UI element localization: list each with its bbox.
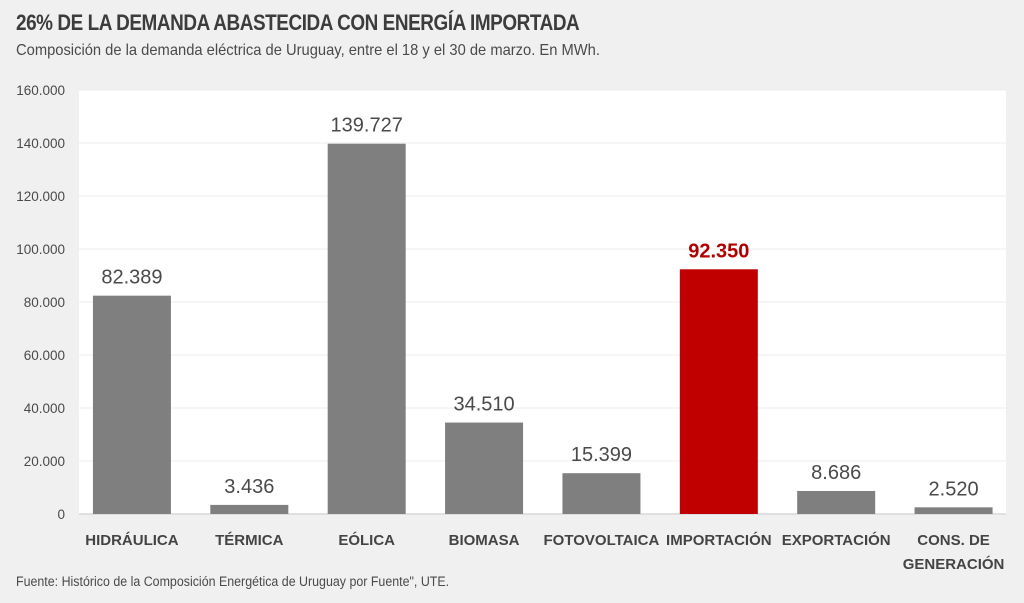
category-label: BIOMASA xyxy=(449,532,520,549)
category-label: HIDRÁULICA xyxy=(85,532,178,549)
bar xyxy=(679,269,758,514)
y-tick-label: 120.000 xyxy=(16,189,65,204)
category-label: EXPORTACIÓN xyxy=(782,531,891,549)
category-label: CONS. DE xyxy=(917,532,990,549)
y-tick-label: 40.000 xyxy=(24,401,65,416)
y-tick-label: 140.000 xyxy=(16,136,65,151)
bar xyxy=(914,507,993,514)
category-label: FOTOVOLTAICA xyxy=(544,532,660,549)
value-label: 8.686 xyxy=(811,462,861,484)
bar xyxy=(327,143,406,514)
y-tick-label: 160.000 xyxy=(16,83,65,98)
bar xyxy=(210,504,289,514)
value-label: 82.389 xyxy=(101,267,162,289)
value-label: 2.520 xyxy=(929,478,979,500)
value-label: 15.399 xyxy=(571,444,632,466)
bar xyxy=(445,422,524,514)
value-labels: 82.389 3.436 139.727 34.510 15.399 92.350 8.68… xyxy=(101,115,978,501)
value-label: 34.510 xyxy=(453,394,514,416)
y-tick-label: 80.000 xyxy=(24,295,65,310)
y-tick-label: 0 xyxy=(57,507,65,522)
category-labels: HIDRÁULICA TÉRMICA EÓLICA BIOMASA FOTOVOLTAI… xyxy=(85,531,1004,573)
bar xyxy=(797,490,876,514)
category-label: GENERACIÓN xyxy=(903,555,1005,573)
y-tick-label: 60.000 xyxy=(24,348,65,363)
bar xyxy=(562,473,641,514)
bar xyxy=(92,295,171,514)
category-label: IMPORTACIÓN xyxy=(666,531,772,549)
chart-title: 26% DE LA DEMANDA ABASTECIDA CON ENERGÍA… xyxy=(16,10,580,35)
y-tick-label: 20.000 xyxy=(24,454,65,469)
y-axis: 0 20.000 40.000 60.000 80.000 100.000 120.000 1… xyxy=(16,83,65,522)
category-label: EÓLICA xyxy=(338,531,395,549)
chart-subtitle: Composición de la demanda eléctrica de U… xyxy=(16,42,600,59)
y-tick-label: 100.000 xyxy=(16,242,65,257)
category-label: TÉRMICA xyxy=(215,532,283,549)
value-label: 139.727 xyxy=(331,115,403,137)
value-label: 92.350 xyxy=(688,240,749,262)
value-label: 3.436 xyxy=(224,476,274,498)
bars xyxy=(92,143,993,514)
source-note: Fuente: Histórico de la Composición Ener… xyxy=(16,574,450,589)
